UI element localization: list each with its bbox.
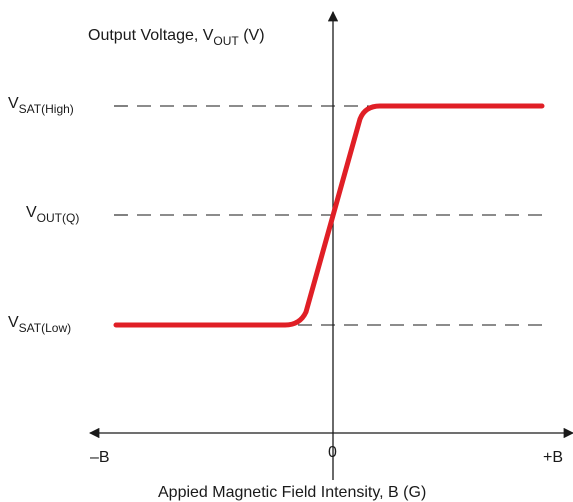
x-tick-negative-b: –B bbox=[90, 449, 110, 466]
saturation-low-label: VSAT(Low) bbox=[8, 314, 71, 335]
x-tick-zero: 0 bbox=[328, 444, 337, 461]
y-axis-label: Output Voltage, VOUT (V) bbox=[88, 27, 265, 48]
transfer-curve bbox=[113, 103, 545, 328]
y-axis-label-subscript: OUT bbox=[213, 34, 239, 48]
saturation-high-label: VSAT(High) bbox=[8, 95, 74, 116]
quiescent-output-label: VOUT(Q) bbox=[26, 204, 79, 225]
x-tick-positive-b: +B bbox=[543, 449, 563, 466]
x-axis-label: Appied Magnetic Field Intensity, B (G) bbox=[158, 484, 426, 501]
